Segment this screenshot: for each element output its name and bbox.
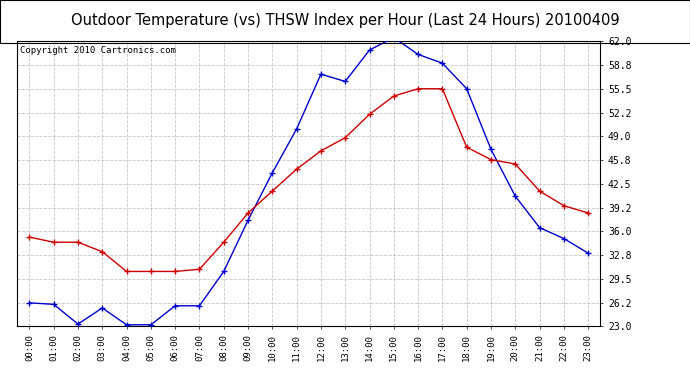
Text: Outdoor Temperature (vs) THSW Index per Hour (Last 24 Hours) 20100409: Outdoor Temperature (vs) THSW Index per … xyxy=(70,13,620,28)
Text: Copyright 2010 Cartronics.com: Copyright 2010 Cartronics.com xyxy=(20,45,176,54)
